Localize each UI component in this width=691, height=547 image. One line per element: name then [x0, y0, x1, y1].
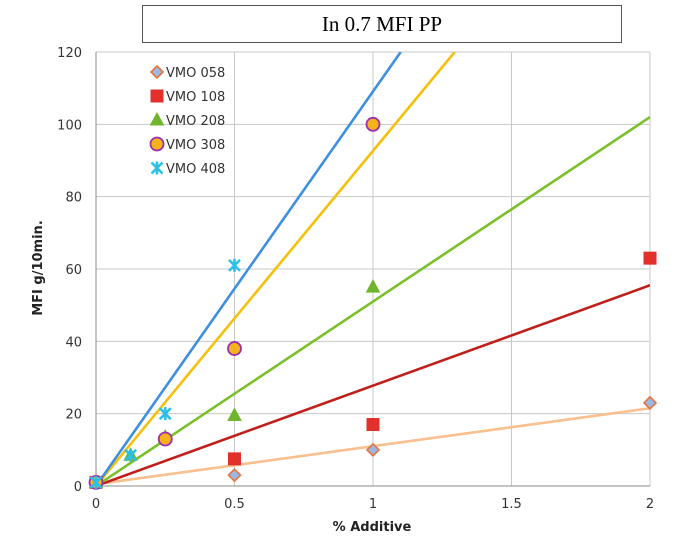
point-vmo-058 — [365, 442, 381, 457]
legend-label-vmo-108: VMO 108 — [166, 90, 225, 105]
x-tick-label: 0 — [92, 497, 100, 512]
point-vmo-208 — [365, 279, 381, 293]
y-axis-label: MFI g/10min. — [31, 220, 46, 316]
point-vmo-208 — [227, 407, 242, 421]
legend-marker-vmo-308 — [149, 136, 165, 152]
data-markers — [88, 116, 658, 490]
legend: VMO 058 VMO 108 VMO 208 VMO 308 VMO 408 — [149, 64, 225, 177]
point-vmo-108 — [643, 251, 657, 265]
point-vmo-408 — [89, 475, 103, 489]
point-vmo-108 — [366, 418, 380, 432]
point-vmo-308 — [365, 116, 381, 132]
legend-label-vmo-408: VMO 408 — [166, 162, 225, 177]
point-vmo-408 — [124, 448, 138, 462]
point-vmo-308 — [157, 431, 173, 447]
y-tick-label: 100 — [57, 118, 82, 133]
y-tick-label: 80 — [65, 191, 82, 206]
trendline-vmo-208 — [96, 116, 650, 486]
legend-label-vmo-208: VMO 208 — [166, 114, 225, 129]
y-tick-label: 60 — [65, 263, 82, 278]
point-vmo-308 — [227, 341, 242, 356]
legend-label-vmo-308: VMO 308 — [166, 138, 225, 153]
y-tick-label: 20 — [65, 408, 82, 423]
trendline-vmo-308 — [96, 52, 456, 486]
x-tick-label: 1.5 — [501, 497, 522, 512]
y-tick-label: 40 — [65, 335, 82, 350]
x-tick-label: 0.5 — [224, 497, 245, 512]
x-tick-label: 2 — [646, 497, 654, 512]
y-tick-label: 120 — [57, 46, 82, 61]
grid — [95, 51, 651, 487]
x-axis-label: % Additive — [333, 520, 412, 535]
legend-marker-vmo-108 — [150, 89, 164, 103]
plot-background — [0, 38, 691, 543]
point-vmo-108 — [228, 452, 241, 466]
y-tick-label: 0 — [74, 480, 82, 495]
point-vmo-058 — [642, 395, 658, 410]
x-tick-label: 1 — [369, 497, 377, 512]
point-vmo-408 — [158, 407, 172, 421]
legend-marker-vmo-408 — [150, 161, 164, 175]
chart-title: In 0.7 MFI PP — [142, 5, 622, 43]
trendline-vmo-108 — [96, 284, 650, 486]
legend-label-vmo-058: VMO 058 — [166, 66, 225, 81]
point-vmo-408 — [228, 258, 241, 272]
legend-marker-vmo-208 — [149, 111, 165, 126]
trendline-vmo-408 — [96, 52, 402, 486]
point-vmo-058 — [227, 468, 242, 483]
legend-marker-vmo-058 — [149, 64, 165, 80]
